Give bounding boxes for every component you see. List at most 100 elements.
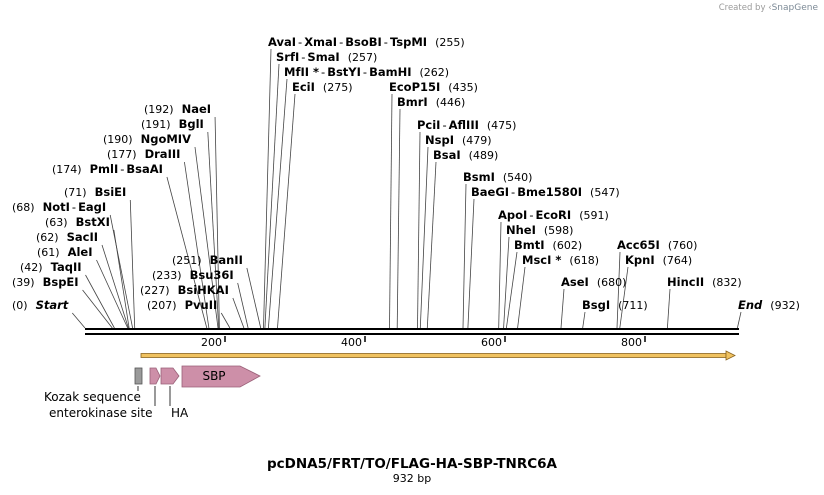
site-position: (547) [590, 186, 620, 199]
kozak-feature[interactable] [134, 367, 143, 385]
site-separator: - [301, 50, 305, 64]
site-leader-line [503, 236, 510, 329]
site-leader-line [232, 297, 245, 329]
site-sacii[interactable]: (62) SacII [36, 230, 98, 244]
site-mfii-[interactable]: MfII * - BstYI - BamHI (262) [284, 65, 449, 79]
site-hincii[interactable]: HincII (832) [667, 275, 742, 289]
site-position: (479) [462, 134, 492, 147]
site-bgli[interactable]: (191) BglI [141, 117, 204, 131]
site-position: (68) [12, 201, 35, 214]
site-taqii[interactable]: (42) TaqII [20, 260, 82, 274]
site-bsai[interactable]: BsaI (489) [433, 148, 498, 162]
site-enzyme-label: EcoRI [535, 208, 571, 222]
site-leader-line [207, 131, 220, 329]
site-leader-line [737, 311, 742, 329]
sbp-feature[interactable] [181, 365, 261, 388]
site-avai[interactable]: AvaI - XmaI - BsoBI - TspMI (255) [268, 35, 465, 49]
site-position: (177) [107, 148, 137, 161]
site-position: (475) [487, 119, 517, 132]
site-position: (446) [436, 96, 466, 109]
site-enzyme-label: BamHI [369, 65, 411, 79]
site-banii[interactable]: (251) BanII [172, 253, 243, 267]
site-position: (63) [45, 216, 68, 229]
site-position: (0) [12, 299, 28, 312]
site-ngomiv[interactable]: (190) NgoMIV [103, 132, 191, 146]
site-pcii[interactable]: PciI - AflIII (475) [417, 118, 516, 132]
site-srfi[interactable]: SrfI - SmaI (257) [276, 50, 377, 64]
site-enzyme-label: SacII [67, 230, 98, 244]
site-separator: - [384, 35, 388, 49]
site-position: (192) [144, 103, 174, 116]
site-enzyme-label: BmrI [397, 95, 428, 109]
site-position: (764) [663, 254, 693, 267]
site-enzyme-label: SmaI [307, 50, 339, 64]
site-apoi[interactable]: ApoI - EcoRI (591) [498, 208, 609, 222]
site-pvuii[interactable]: (207) PvuII [147, 298, 217, 312]
site-bsiei[interactable]: (71) BsiEI [64, 185, 126, 199]
site-enzyme-label: TspMI [390, 35, 427, 49]
site-ecii[interactable]: EciI (275) [292, 80, 353, 94]
site-position: (540) [503, 171, 533, 184]
site-noti[interactable]: (68) NotI - EagI [12, 200, 106, 214]
snapgene-logo-icon: ‹ [768, 3, 772, 13]
site-leader-line [82, 289, 113, 329]
site-bsihkai[interactable]: (227) BsiHKAI [140, 283, 229, 297]
site-bmti[interactable]: BmtI (602) [514, 238, 582, 252]
site-leader-line [101, 244, 129, 329]
site-bsu36i[interactable]: (233) Bsu36I [152, 268, 234, 282]
orf-arrow[interactable] [140, 350, 736, 361]
site-enzyme-label: BanII [210, 253, 243, 267]
ha-feature[interactable] [160, 367, 180, 385]
site-position: (932) [770, 299, 800, 312]
site-end[interactable]: End (932) [738, 298, 800, 312]
enterokinase-feature[interactable] [149, 367, 161, 385]
site-enzyme-label: SrfI [276, 50, 299, 64]
site-leader-line [582, 311, 586, 329]
site-acc65i[interactable]: Acc65I (760) [617, 238, 697, 252]
site-draiii[interactable]: (177) DraIII [107, 147, 180, 161]
site-kpni[interactable]: KpnI (764) [625, 253, 692, 267]
site-bmri[interactable]: BmrI (446) [397, 95, 465, 109]
site-separator: - [363, 65, 367, 79]
site-baegi[interactable]: BaeGI - Bme1580I (547) [471, 185, 620, 199]
site-position: (832) [712, 276, 742, 289]
site-enzyme-label: EcoP15I [389, 80, 440, 94]
site-leader-line [263, 48, 272, 329]
site-position: (255) [435, 36, 465, 49]
site-enzyme-label: Acc65I [617, 238, 660, 252]
site-nhei[interactable]: NheI (598) [506, 223, 573, 237]
site-enzyme-label: NotI [43, 200, 70, 214]
site-leader-line [109, 214, 133, 329]
site-bstxi[interactable]: (63) BstXI [45, 215, 110, 229]
site-nspi[interactable]: NspI (479) [425, 133, 492, 147]
sbp-label: SBP [202, 369, 225, 383]
site-separator: - [339, 35, 343, 49]
restriction-map: (0) Start (39) BspEI(42) TaqII(61) AleI (62) Sa… [12, 35, 800, 420]
site-ecop15i[interactable]: EcoP15I (435) [389, 80, 478, 94]
site-labels: (0) Start (39) BspEI(42) TaqII(61) AleI (62) Sa… [12, 35, 800, 312]
site-naei[interactable]: (192) NaeI [144, 102, 211, 116]
site-enzyme-label: PmlI [90, 162, 119, 176]
site-position: (262) [419, 66, 449, 79]
site-bspei[interactable]: (39) BspEI [12, 275, 79, 289]
site-enzyme-label: AleI [68, 245, 93, 259]
site-start[interactable]: (0) Start [12, 298, 69, 312]
site-leader-line [616, 251, 621, 329]
site-bsmi[interactable]: BsmI (540) [463, 170, 532, 184]
site-position: (191) [141, 118, 171, 131]
ruler-label-200: 200 [201, 336, 222, 349]
site-enzyme-label: HincII [667, 275, 704, 289]
site-alei[interactable]: (61) AleI [37, 245, 93, 259]
site-leader-line [619, 266, 629, 329]
site-enzyme-label: BmtI [514, 238, 545, 252]
site-leader-line [277, 93, 296, 329]
site-enzyme-label: AseI [561, 275, 589, 289]
site-asei[interactable]: AseI (680) [561, 275, 626, 289]
site-enzyme-label: End [738, 298, 763, 312]
site-enzyme-label: BsmI [463, 170, 495, 184]
site-pmli[interactable]: (174) PmlI - BsaAI [52, 162, 163, 176]
site-leader-line [184, 161, 210, 329]
site-leader-line [517, 266, 526, 329]
site-bsgi[interactable]: BsgI (711) [582, 298, 648, 312]
site-msci-[interactable]: MscI * (618) [522, 253, 599, 267]
